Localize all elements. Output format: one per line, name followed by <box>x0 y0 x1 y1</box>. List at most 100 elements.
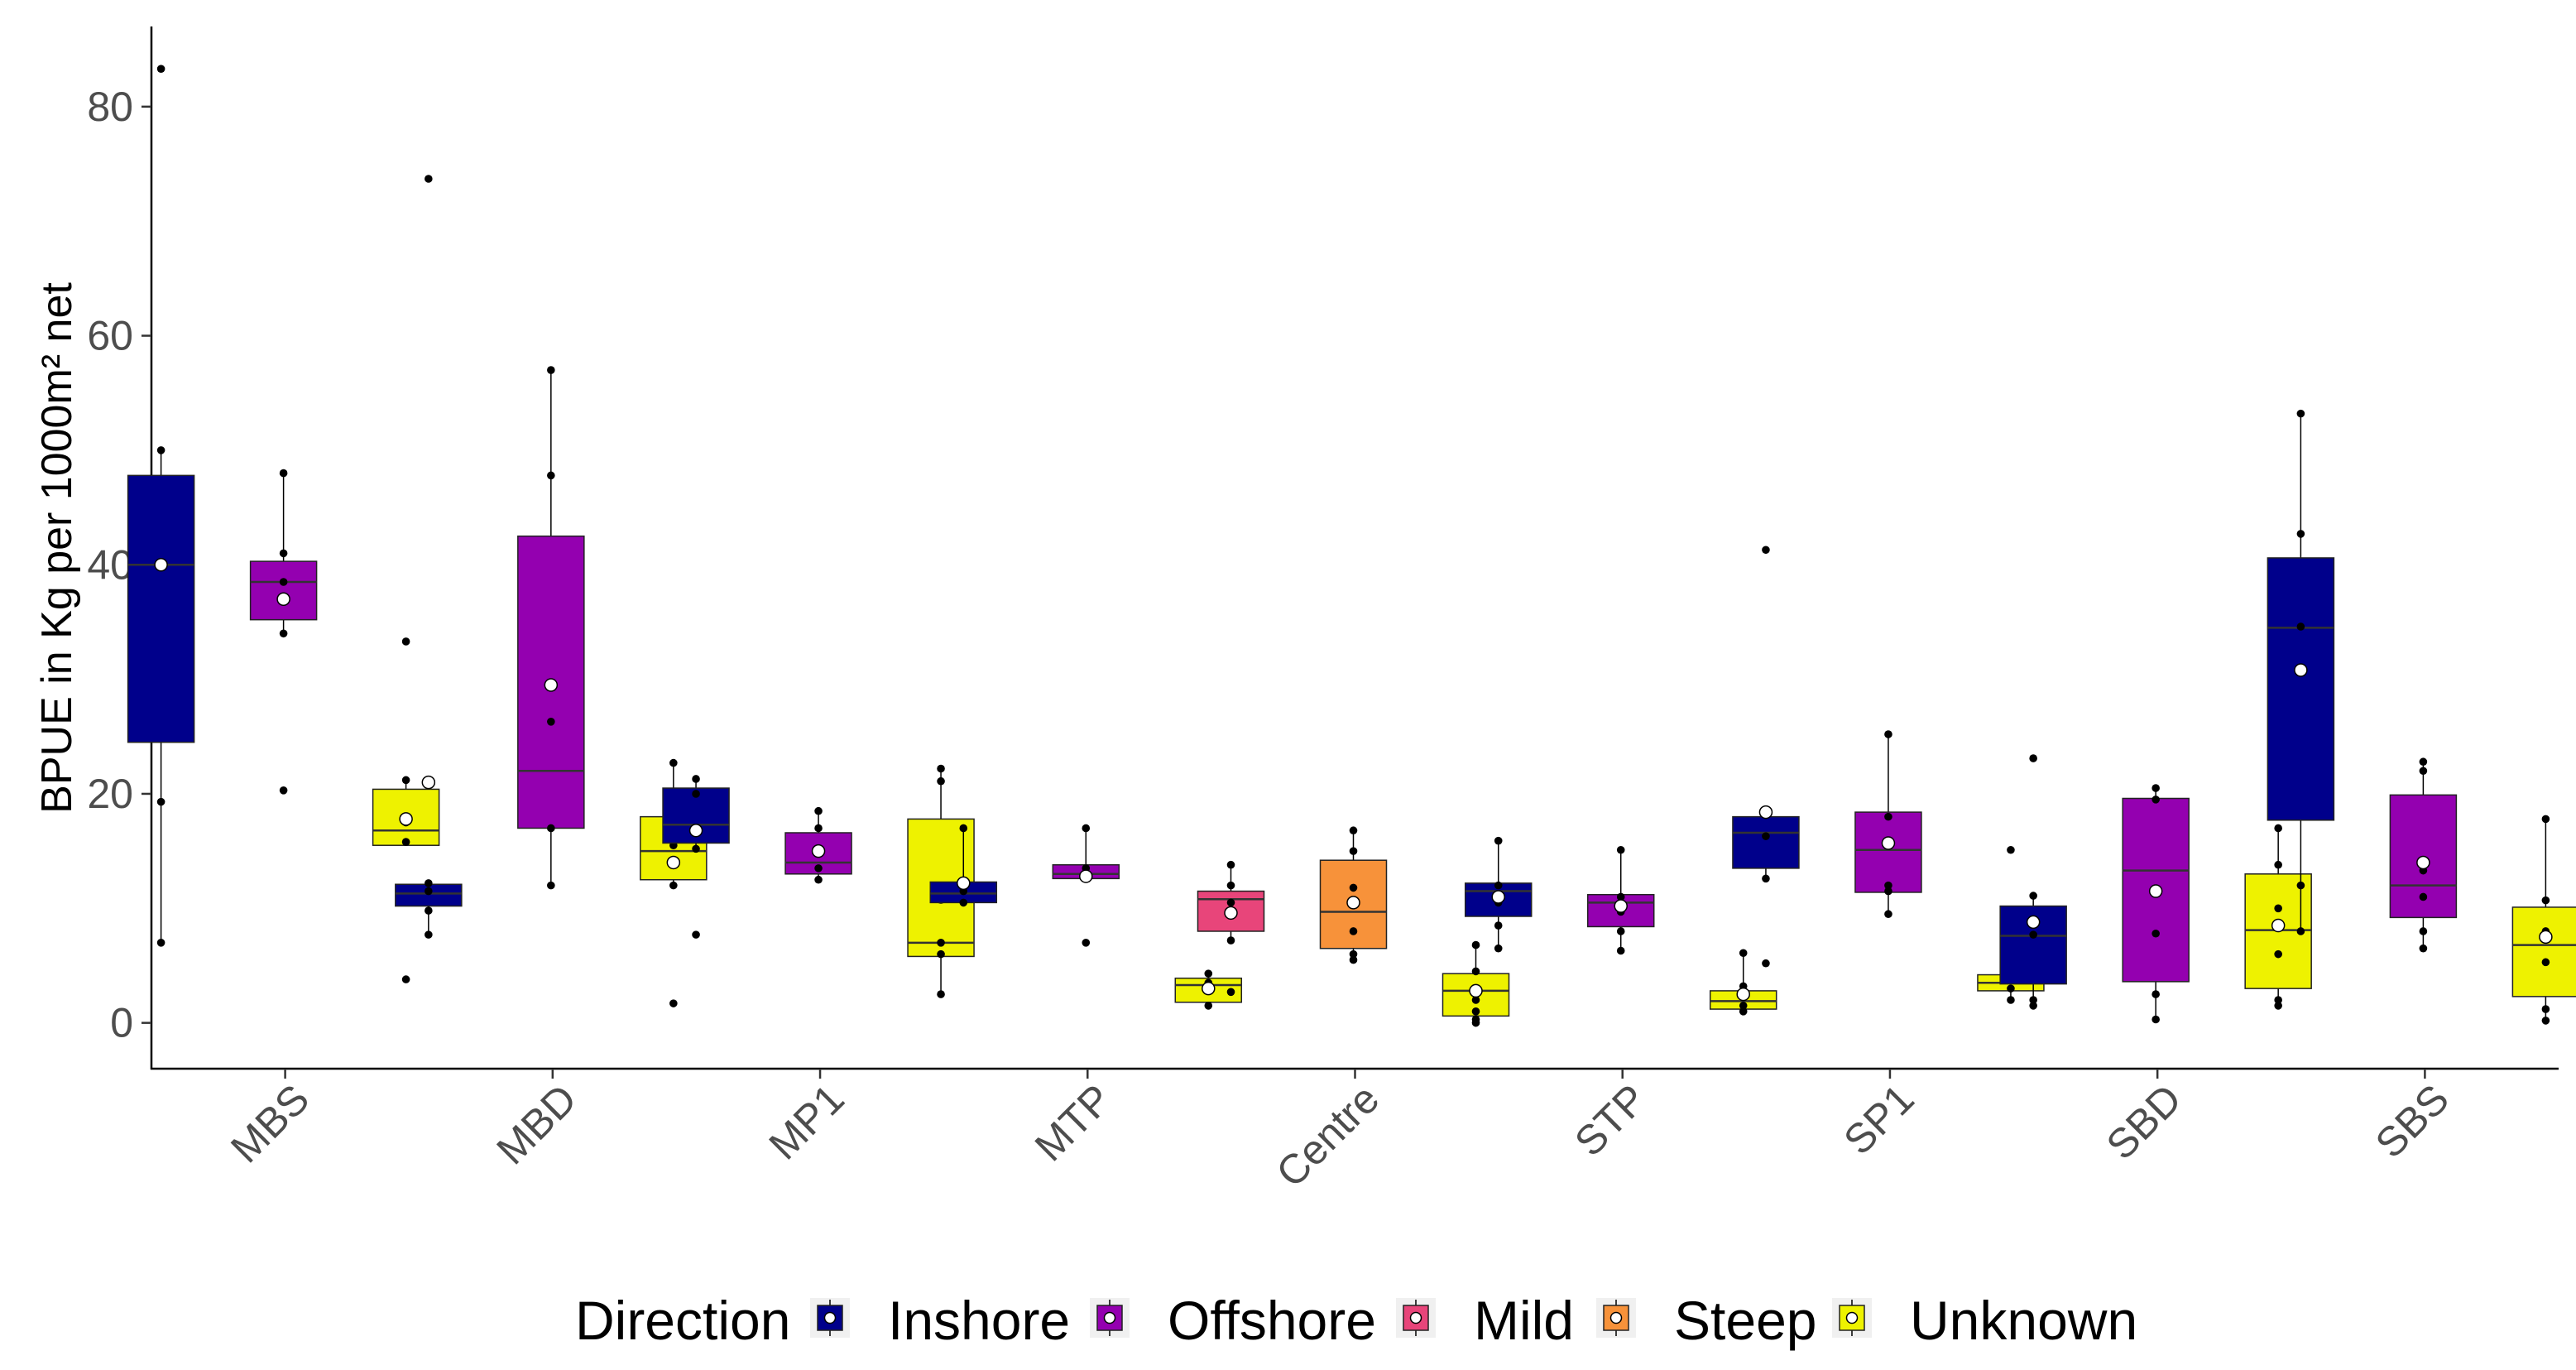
box-stp-unknown <box>1709 949 1777 1016</box>
data-point <box>2541 958 2550 967</box>
data-point <box>2007 996 2015 1004</box>
data-point <box>1349 955 1358 964</box>
data-point <box>937 949 945 959</box>
data-point <box>2296 409 2305 418</box>
mean-marker <box>2026 915 2041 930</box>
mean-marker <box>1758 805 1773 820</box>
data-point <box>2419 892 2428 901</box>
mean-marker <box>1346 896 1360 910</box>
box-sp1-inshore <box>1732 546 1800 968</box>
data-point <box>1082 824 1091 833</box>
data-point <box>2541 815 2550 824</box>
data-point <box>401 776 410 785</box>
data-point <box>1349 949 1358 959</box>
legend: Direction Inshore Offshore Mild Steep Unknow… <box>575 1290 2137 1351</box>
data-point <box>2151 1015 2160 1024</box>
data-point <box>1226 936 1235 945</box>
data-point <box>814 806 823 815</box>
data-point <box>425 887 433 896</box>
data-point <box>2151 929 2160 938</box>
data-point <box>279 786 288 795</box>
data-point <box>1471 996 1480 1004</box>
box-body <box>2267 557 2335 821</box>
data-point <box>1204 969 1213 978</box>
box-sbs-inshore <box>2267 409 2335 935</box>
legend-key-mean <box>1409 1311 1422 1324</box>
box-mbd-offshore <box>517 366 585 890</box>
data-point <box>2029 892 2037 900</box>
box-body <box>1854 811 1922 893</box>
data-point <box>1616 927 1625 935</box>
box-sp1-offshore <box>1854 730 1922 919</box>
mean-marker <box>399 812 413 826</box>
box-centre-unknown <box>1442 940 1510 1027</box>
data-point <box>814 864 823 872</box>
data-point <box>279 469 288 478</box>
mean-marker <box>544 678 559 692</box>
data-point <box>1762 959 1770 968</box>
box-mbd-inshore <box>395 175 463 939</box>
box-mp1-offshore <box>784 806 852 884</box>
legend-key-mean <box>1103 1311 1116 1324</box>
mean-marker <box>1491 890 1505 904</box>
data-point <box>2419 927 2428 935</box>
data-point <box>1616 845 1625 854</box>
data-point <box>669 881 678 890</box>
data-point <box>1739 1002 1748 1010</box>
data-point <box>1349 883 1358 892</box>
data-point <box>425 930 433 939</box>
y-axis-title: BPUE in Kg per 1000m² net <box>33 282 81 814</box>
data-point <box>2029 754 2037 762</box>
data-point <box>1762 546 1770 555</box>
data-point <box>547 717 555 726</box>
data-point <box>1762 832 1770 840</box>
y-tick-label: 20 <box>87 771 133 817</box>
mean-marker <box>1614 899 1628 913</box>
data-point <box>814 824 823 833</box>
data-point <box>2541 1017 2550 1025</box>
legend-label-offshore: Offshore <box>1168 1290 1376 1351</box>
box-centre-mild <box>1197 860 1265 997</box>
box-mbs-offshore <box>249 469 318 795</box>
data-point <box>425 906 433 915</box>
data-point <box>2274 860 2282 869</box>
legend-key-box <box>1096 1305 1123 1331</box>
x-tick-label: Centre <box>1268 1075 1389 1196</box>
data-point <box>2274 824 2282 833</box>
x-ticks: MBS MBD MP1 MTP Centre STP SP1 SBD SBS <box>222 1069 2458 1196</box>
mean-marker <box>1881 836 1896 850</box>
data-point <box>959 898 968 907</box>
mean-marker <box>1469 983 1483 998</box>
data-point <box>2296 623 2305 631</box>
data-point <box>2151 784 2160 792</box>
legend-key-mean <box>1609 1311 1623 1324</box>
data-point <box>1739 949 1748 958</box>
data-point <box>1494 921 1503 930</box>
data-point <box>692 790 700 798</box>
data-point <box>2029 1002 2037 1010</box>
data-point <box>937 764 945 773</box>
box-centre-steep <box>1319 826 1388 964</box>
x-tick-label: SBS <box>2367 1075 2458 1166</box>
data-point <box>1494 836 1503 845</box>
data-point <box>2541 1005 2550 1013</box>
x-tick-label: STP <box>1566 1075 1655 1165</box>
mean-marker <box>276 592 290 607</box>
data-point <box>692 930 700 939</box>
data-point <box>1884 881 1892 890</box>
data-point <box>156 65 165 73</box>
mean-marker <box>666 855 681 870</box>
data-point <box>2029 930 2037 939</box>
data-point <box>1471 1007 1480 1016</box>
data-point <box>2151 796 2160 804</box>
mean-marker <box>2539 930 2553 945</box>
box-stp-inshore <box>1464 836 1533 953</box>
data-point <box>1204 1002 1213 1010</box>
data-point <box>279 629 288 638</box>
data-point <box>2419 757 2428 767</box>
data-point <box>425 879 433 887</box>
mean-marker <box>2271 918 2286 933</box>
mean-marker <box>957 876 971 891</box>
box-body <box>1732 815 1800 869</box>
legend-key-mean <box>1845 1311 1859 1324</box>
